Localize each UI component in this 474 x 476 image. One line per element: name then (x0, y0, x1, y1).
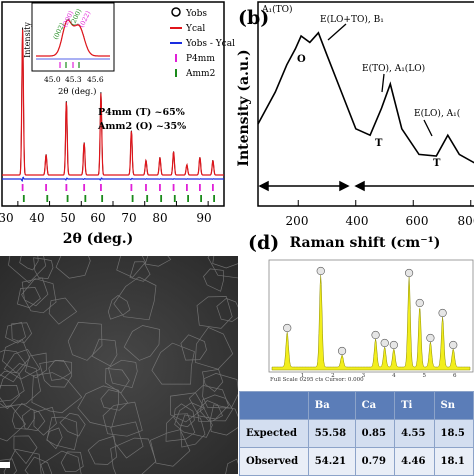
eds-tick-label: 2 (331, 373, 335, 379)
table-cell: 4.55 (394, 419, 435, 448)
eds-peak-marker (389, 340, 398, 350)
raman-annotation-elo: E(LO), A₁( (414, 108, 460, 119)
raman-tick-label: 200 (286, 214, 309, 228)
eds-peak-marker (316, 266, 325, 276)
scale-bar (0, 462, 10, 468)
legend-p4mm: P4mm (186, 54, 215, 64)
xrd-tick-label: 70 (121, 211, 136, 225)
eds-peak-marker (415, 298, 424, 308)
legend-diff: Yobs - Ycal (185, 39, 235, 49)
inset-tick-2: 45.3 (65, 75, 82, 84)
eds-footer: Full Scale 0295 cts Cursor: 0.000 (270, 377, 364, 383)
inset-ylabel: Intensity (23, 22, 32, 58)
table-row-label: Expected (239, 419, 309, 448)
eds-peak-marker (404, 268, 414, 278)
table-header-row: Ba Ca Ti Sn (239, 391, 474, 420)
raman-chart: (b) Intensity (a.u.) A₁(TO) E(LO+TO), B₁… (236, 1, 474, 251)
table-cell: 18.5 (433, 419, 474, 448)
xrd-tick-label: 40 (29, 211, 44, 225)
table-row-label: Observed (239, 447, 309, 476)
legend-amm2: Amm2 (185, 69, 215, 79)
inset-calculated (36, 19, 110, 57)
table-header-cell (239, 391, 309, 420)
table-header-cell: Ca (354, 391, 396, 420)
raman-arrow-1 (327, 23, 347, 41)
inset-xlabel: 2θ (deg.) (58, 86, 96, 97)
table-cell: 54.21 (307, 447, 356, 476)
eds-peak-marker (337, 346, 347, 356)
table-cell: 0.85 (354, 419, 396, 448)
eds-peak-marker (283, 323, 292, 333)
legend-yobs: Yobs (185, 9, 207, 19)
table-cell: 55.58 (307, 419, 356, 448)
xrd-difference-curve (2, 176, 224, 182)
eds-tick-label: 3 (362, 373, 366, 379)
inset-tick-3: 45.6 (87, 75, 104, 84)
table-header-cell: Ti (394, 391, 435, 420)
raman-arrow-3 (423, 119, 433, 137)
eds-peak-marker (449, 340, 458, 350)
panel-b-letter: (b) (238, 7, 269, 29)
eds-peak-marker (426, 333, 435, 343)
xrd-inset: (002) (200) (200) (022) Intensity 45.0 4… (23, 2, 115, 97)
eds-peak-marker (380, 338, 389, 348)
raman-plot-frame (257, 1, 474, 207)
xrd-legend: Yobs Ycal Yobs - Ycal P4mm Amm2 (170, 7, 235, 79)
table-row: Observed 54.21 0.79 4.46 18.1 (239, 447, 474, 476)
sem-grain-texture (0, 256, 238, 474)
xrd-xlabel: 2θ (deg.) (63, 231, 134, 247)
raman-tick-label: 600 (406, 214, 429, 228)
raman-annotation-a1to: A₁(TO) (261, 4, 293, 15)
raman-tick-label: 400 (346, 214, 369, 228)
composition-table: Ba Ca Ti Sn Expected 55.58 0.85 4.55 18.… (239, 391, 474, 476)
table-cell: 4.46 (394, 447, 435, 476)
xrd-tick-label: 60 (90, 211, 105, 225)
raman-ylabel: Intensity (a.u.) (236, 49, 252, 166)
raman-arrow-2 (381, 73, 385, 93)
region-arrows (258, 180, 474, 192)
raman-xlabel: Raman shift (cm⁻¹) (290, 235, 441, 251)
xrd-tick-label: 50 (60, 211, 75, 225)
legend-yobs-marker (171, 7, 181, 17)
phase-fraction-t: P4mm (T) ~65% (98, 107, 185, 118)
phase-fraction-o: Amm2 (O) ~35% (97, 121, 186, 132)
raman-annotation-o: O (297, 54, 306, 65)
raman-annotation-eto: E(TO), A₁(LO) (362, 63, 425, 74)
xrd-calculated-pattern (2, 29, 224, 176)
raman-annotation-elo-to: E(LO+TO), B₁ (320, 14, 384, 25)
eds-tick-label: 5 (423, 373, 427, 379)
raman-annotation-t1: T (375, 138, 383, 149)
sem-micrograph (0, 256, 238, 474)
eds-spectrum-fill (271, 274, 471, 371)
xrd-tick-label: 90 (196, 211, 211, 225)
panel-d-letter: (d) (248, 232, 280, 254)
eds-peak-marker (438, 308, 447, 318)
eds-spectrum: Full Scale 0295 cts Cursor: 0.000 1 2 3 4 5 6 (266, 258, 474, 383)
raman-tick-label: 800 (458, 214, 474, 228)
raman-annotation-t2: T (433, 158, 441, 169)
eds-peak-marker (371, 330, 380, 340)
xrd-chart: Yobs Ycal Yobs - Ycal P4mm Amm2 P4mm (T)… (0, 1, 235, 247)
table-row: Expected 55.58 0.85 4.55 18.5 (239, 419, 474, 448)
table-header-cell: Sn (433, 391, 474, 420)
xrd-tick-label: 30 (0, 211, 14, 225)
table-cell: 0.79 (354, 447, 396, 476)
eds-tick-label: 1 (301, 373, 305, 379)
table-cell: 18.1 (433, 447, 474, 476)
raman-spectrum-line (257, 31, 474, 164)
xrd-tick-label: 80 (152, 211, 167, 225)
eds-tick-label: 6 (453, 373, 457, 379)
legend-ycal: Ycal (185, 24, 205, 34)
table-header-cell: Ba (307, 391, 356, 420)
inset-tick-1: 45.0 (44, 75, 61, 84)
eds-tick-label: 4 (392, 373, 396, 379)
